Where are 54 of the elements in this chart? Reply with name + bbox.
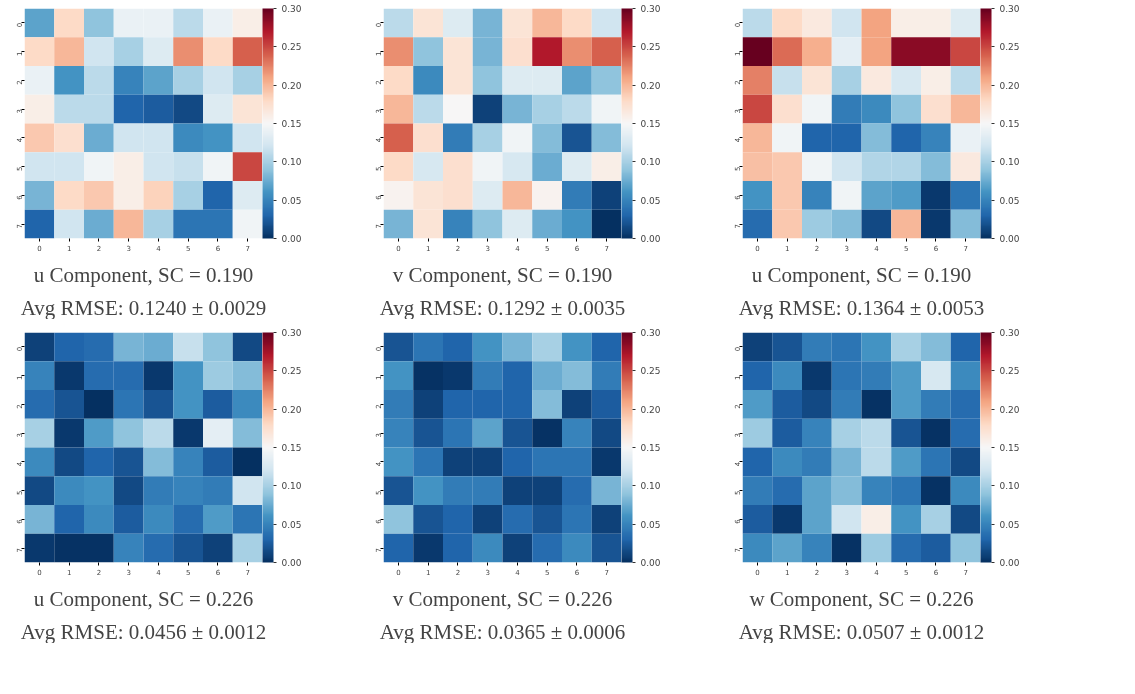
text: Avg RMSE: 0.0365 ± 0.0006 xyxy=(379,619,626,644)
color-bar-label: 0.00 xyxy=(640,558,661,568)
text: Avg RMSE: 0.0456 ± 0.0012 xyxy=(20,619,267,644)
color-bar-label: 0.30 xyxy=(640,4,661,14)
color-bar-label: 0.25 xyxy=(640,42,661,53)
text: Avg RMSE: 0.1364 ± 0.0053 xyxy=(738,295,985,320)
color-bar-label: 0.25 xyxy=(281,366,302,377)
color-bar-label: 0.25 xyxy=(281,42,302,53)
color-bar-label: 0.20 xyxy=(281,80,302,91)
color-bar-label: 0.15 xyxy=(999,119,1020,129)
color-bar-label: 0.00 xyxy=(281,234,302,244)
color-bar-label: 0.10 xyxy=(281,481,302,492)
color-bar-label: 0.25 xyxy=(999,366,1020,377)
color-bar-label: 0.20 xyxy=(999,404,1020,415)
color-bar-label: 0.10 xyxy=(640,157,661,168)
color-bar-label: 0.20 xyxy=(640,80,661,91)
text: u Component, SC = 0.190 xyxy=(751,262,972,287)
text: Avg RMSE: 0.1240 ± 0.0029 xyxy=(20,295,267,320)
color-bar-label: 0.05 xyxy=(999,519,1020,530)
color-bar-label: 0.05 xyxy=(281,195,302,206)
text: w Component, SC = 0.226 xyxy=(749,586,974,611)
color-bar-label: 0.30 xyxy=(281,328,302,338)
color-bar-label: 0.20 xyxy=(640,404,661,415)
text: v Component, SC = 0.226 xyxy=(392,586,613,611)
color-bar-label: 0.05 xyxy=(281,519,302,530)
color-bar-label: 0.10 xyxy=(999,481,1020,492)
color-bar-label: 0.00 xyxy=(640,234,661,244)
color-bar-label: 0.30 xyxy=(999,328,1020,338)
color-bar-label: 0.05 xyxy=(640,519,661,530)
color-bar-label: 0.30 xyxy=(999,4,1020,14)
color-bar-label: 0.05 xyxy=(640,195,661,206)
text: Avg RMSE: 0.1292 ± 0.0035 xyxy=(379,295,626,320)
text: u Component, SC = 0.190 xyxy=(33,262,254,287)
color-bar-label: 0.20 xyxy=(999,80,1020,91)
color-bar-label: 0.25 xyxy=(640,366,661,377)
text: u Component, SC = 0.226 xyxy=(33,586,254,611)
color-bar-label: 0.15 xyxy=(281,443,302,453)
color-bar-label: 0.15 xyxy=(640,443,661,453)
color-bar-label: 0.15 xyxy=(999,443,1020,453)
color-bar-label: 0.15 xyxy=(640,119,661,129)
color-bar-label: 0.30 xyxy=(281,4,302,14)
color-bar-label: 0.10 xyxy=(640,481,661,492)
color-bar-label: 0.30 xyxy=(640,328,661,338)
color-bar-label: 0.20 xyxy=(281,404,302,415)
color-bar-label: 0.10 xyxy=(281,157,302,168)
color-bar-label: 0.00 xyxy=(999,234,1020,244)
color-bar-label: 0.15 xyxy=(281,119,302,129)
color-bar-label: 0.25 xyxy=(999,42,1020,53)
color-bar-label: 0.00 xyxy=(999,558,1020,568)
text: v Component, SC = 0.190 xyxy=(392,262,613,287)
color-bar-label: 0.05 xyxy=(999,195,1020,206)
color-bar-label: 0.10 xyxy=(999,157,1020,168)
text: Avg RMSE: 0.0507 ± 0.0012 xyxy=(738,619,985,644)
color-bar-label: 0.00 xyxy=(281,558,302,568)
